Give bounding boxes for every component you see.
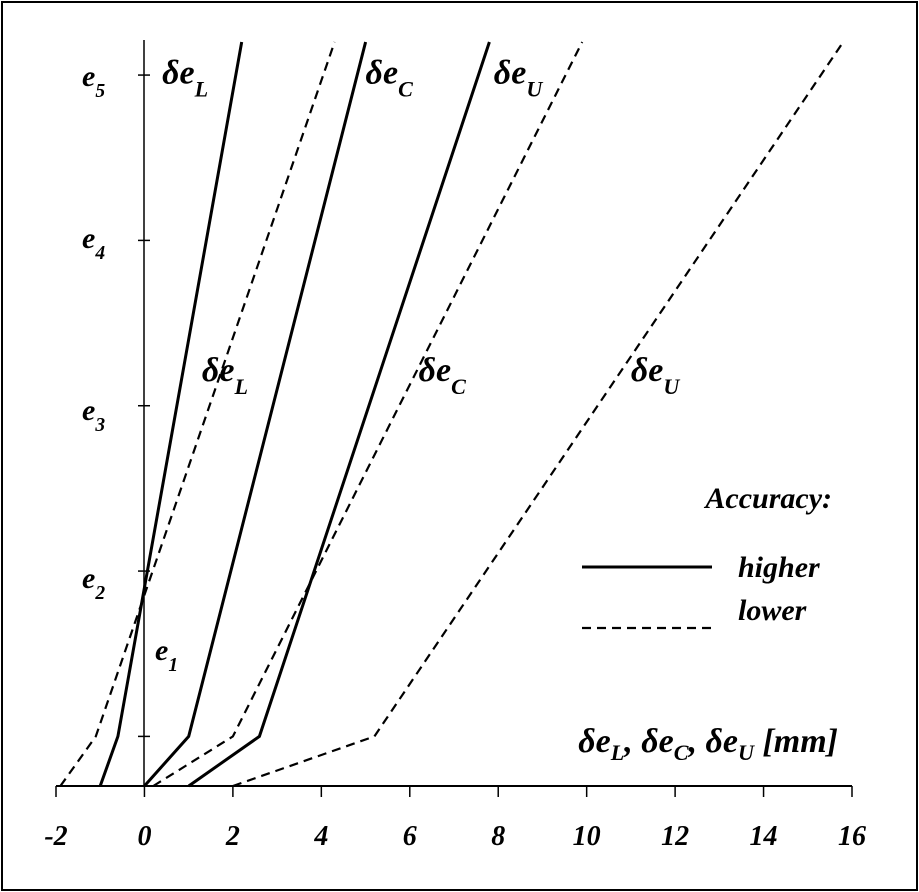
y-ticks: e1 e2 e3 e4 e5: [82, 60, 178, 738]
series-label-higher-U: δeU: [494, 54, 544, 101]
y-tick-label: e1: [155, 634, 178, 676]
series-line-lower-U: [232, 41, 845, 788]
series-line-higher-L: [98, 41, 244, 787]
series-label-higher-C: δeC: [366, 54, 414, 101]
legend-label-lower: lower: [738, 594, 807, 627]
y-tick-label: e2: [82, 562, 105, 604]
x-tick-label: 14: [750, 821, 778, 852]
series-line-lower-C: [152, 41, 584, 787]
x-tick-label: 2: [225, 821, 240, 852]
series-label-higher-L: δeL: [162, 54, 208, 101]
x-tick-label: 10: [573, 821, 601, 852]
x-tick-label: 0: [137, 821, 151, 852]
series-line-higher-U: [187, 41, 491, 788]
x-axis-title-text: δeL, δeC, δeU [mm]: [578, 723, 838, 765]
series-labels: δeL δeL δeC δeC δeU δeU: [162, 54, 680, 398]
legend-title: Accuracy:: [703, 482, 832, 515]
legend-label-higher: higher: [738, 551, 820, 584]
x-ticks: -2 0 2 4 6 8 10 12 14 16: [44, 786, 866, 852]
series-line-lower-L: [59, 41, 336, 787]
x-tick-label: 16: [838, 821, 866, 852]
series-label-lower-C: δeC: [419, 352, 467, 399]
legend: Accuracy: higher lower: [582, 482, 832, 630]
x-tick-label: -2: [44, 821, 67, 852]
series-line-higher-C: [143, 41, 368, 787]
y-tick-label: e4: [82, 222, 105, 264]
x-tick-label: 12: [661, 821, 689, 852]
x-tick-label: 4: [313, 821, 328, 852]
x-axis-title: δeL, δeC, δeU [mm]: [578, 723, 838, 765]
y-tick-label: e3: [82, 394, 105, 436]
y-tick-label: e5: [82, 60, 105, 102]
series-lines: [59, 41, 845, 788]
series-label-lower-L: δeL: [202, 352, 248, 399]
x-tick-label: 6: [403, 821, 417, 852]
series-label-lower-U: δeU: [631, 352, 681, 399]
x-tick-label: 8: [491, 821, 505, 852]
